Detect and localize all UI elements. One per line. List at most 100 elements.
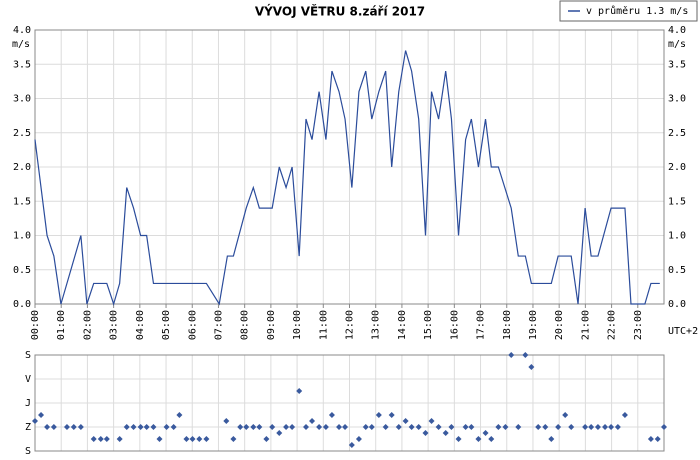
x-tick-label: 09:00 <box>266 310 277 340</box>
x-tick-label: 20:00 <box>554 310 565 340</box>
chart-title: VÝVOJ VĚTRU 8.září 2017 <box>255 4 425 19</box>
point <box>355 436 362 442</box>
point <box>90 436 97 442</box>
point <box>289 424 296 430</box>
x-tick-label: 01:00 <box>56 310 67 340</box>
x-tick-label: 22:00 <box>607 310 618 340</box>
y-tick-label-right: 1.0 <box>668 231 686 242</box>
y-tick-label-right: 4.0 <box>668 25 686 36</box>
point <box>614 424 621 430</box>
point <box>50 424 57 430</box>
point <box>488 436 495 442</box>
legend-label: v průměru 1.3 m/s <box>586 5 688 17</box>
point <box>163 424 170 430</box>
y-tick-label: V <box>25 374 31 385</box>
point <box>256 424 263 430</box>
point <box>32 418 38 424</box>
point <box>508 352 515 358</box>
y-tick-label-right: 3.5 <box>668 59 686 70</box>
point <box>203 436 210 442</box>
point <box>103 436 110 442</box>
point <box>428 418 435 424</box>
x-tick-label: 08:00 <box>240 310 251 340</box>
x-tick-label: 11:00 <box>318 310 329 340</box>
x-tick-label: 14:00 <box>397 310 408 340</box>
point <box>495 424 502 430</box>
point <box>176 412 183 418</box>
point <box>382 424 389 430</box>
point <box>283 424 290 430</box>
point <box>375 412 382 418</box>
point <box>183 436 190 442</box>
point <box>342 424 349 430</box>
x-tick-label: 10:00 <box>292 310 303 340</box>
x-tick-label: 13:00 <box>371 310 382 340</box>
point <box>462 424 469 430</box>
point <box>130 424 137 430</box>
point <box>362 424 369 430</box>
x-tick-label: 00:00 <box>30 310 41 340</box>
point <box>654 436 661 442</box>
point <box>348 442 355 448</box>
x-tick-label: 06:00 <box>187 310 198 340</box>
point <box>328 412 335 418</box>
point <box>63 424 70 430</box>
point <box>77 424 84 430</box>
point <box>455 436 462 442</box>
point <box>316 424 323 430</box>
point <box>582 424 589 430</box>
point <box>502 424 509 430</box>
y-tick-label: Z <box>25 422 31 433</box>
point <box>647 436 654 442</box>
line <box>34 50 660 307</box>
point <box>97 436 104 442</box>
y-tick-label-right: 0.0 <box>668 299 686 310</box>
point <box>435 424 442 430</box>
y-tick-label: 3.5 <box>13 59 31 70</box>
y-tick-label: 0.0 <box>13 299 31 310</box>
point <box>189 436 196 442</box>
y-axis-label: m/s <box>12 39 30 50</box>
point <box>196 436 203 442</box>
point <box>322 424 329 430</box>
point <box>309 418 316 424</box>
x-tick-label: 12:00 <box>345 310 356 340</box>
x-tick-label: 16:00 <box>449 310 460 340</box>
point <box>621 412 628 418</box>
point <box>535 424 542 430</box>
point <box>368 424 375 430</box>
point <box>482 430 489 436</box>
y-tick-label: 3.0 <box>13 94 31 105</box>
legend-box <box>559 0 698 22</box>
y-tick-label: 2.5 <box>13 128 31 139</box>
y-tick-label-right: 0.5 <box>668 265 686 276</box>
point <box>237 424 244 430</box>
point <box>336 424 343 430</box>
point <box>230 436 237 442</box>
point <box>250 424 257 430</box>
point <box>276 430 283 436</box>
point <box>562 412 569 418</box>
point <box>123 424 130 430</box>
y-tick-label: 1.5 <box>13 196 31 207</box>
point <box>137 424 144 430</box>
y-tick-label: 1.0 <box>13 231 31 242</box>
point <box>602 424 609 430</box>
point <box>296 388 303 394</box>
y-tick-label: J <box>25 398 31 409</box>
y-tick-label: 2.0 <box>13 162 31 173</box>
point <box>661 424 667 430</box>
point <box>156 436 163 442</box>
x-tick-label: 15:00 <box>423 310 434 340</box>
y-axis-label-right: m/s <box>668 39 686 50</box>
point <box>594 424 601 430</box>
point <box>263 436 270 442</box>
x-tick-label: 23:00 <box>633 310 644 340</box>
x-tick-label: 03:00 <box>109 310 120 340</box>
point <box>44 424 51 430</box>
point <box>448 424 455 430</box>
point <box>468 424 475 430</box>
plot-frame <box>34 354 665 452</box>
x-tick-label: 18:00 <box>502 310 513 340</box>
